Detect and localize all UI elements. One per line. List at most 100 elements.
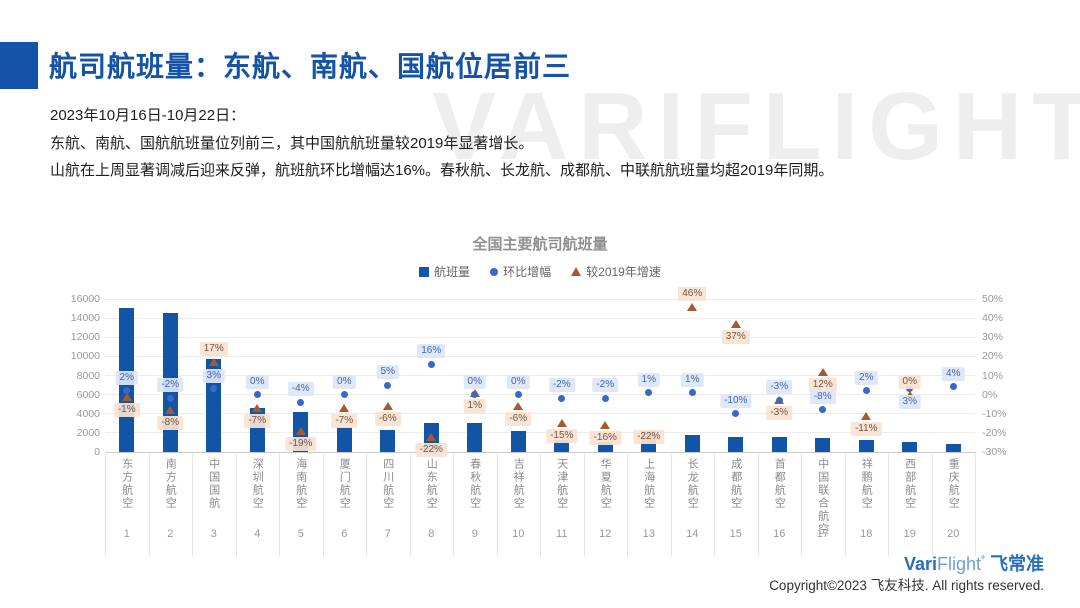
yoy-growth-label: -7% [244,414,271,428]
flights-bar [858,440,874,452]
yoy-growth-label: 46% [678,286,707,301]
gridline [105,375,975,376]
y-axis-tick-right: -30% [982,446,1007,458]
yoy-growth-label: -6% [374,412,401,427]
yoy-growth-label: -15% [546,429,578,444]
mom-growth-label: 0% [246,374,269,389]
y-axis-tick-right: -10% [982,407,1007,420]
triangle-legend-icon [571,267,582,276]
flights-bar [945,443,961,452]
y-axis-tick-left: 2000 [76,426,100,439]
gridline [105,336,975,338]
mom-dot-marker [732,410,740,418]
rank-label: 13 [642,528,655,540]
logo-degree-mark: ° [981,555,985,566]
mom-growth-label: 2% [855,370,878,385]
rank-label: 17 [816,528,829,540]
yoy-triangle-marker [382,402,393,411]
category-separator [801,452,802,556]
mom-growth-label: -10% [720,393,752,408]
category-label: 首都航空 [773,458,786,510]
legend-label-mom: 环比增幅 [503,265,552,279]
yoy-triangle-marker [339,404,350,412]
mom-dot-marker [384,381,392,389]
y-axis-tick-left: 10000 [70,350,100,363]
yoy-triangle-marker [252,404,263,412]
rank-label: 20 [947,528,960,540]
mom-dot-marker [340,391,348,399]
yoy-triangle-marker [513,402,524,411]
mom-growth-label: 0% [333,374,356,389]
flights-bar [902,441,918,452]
mom-dot-marker [123,387,131,395]
legend-label-yoy2019: 较2019年增速 [586,265,661,279]
yoy-triangle-marker [687,302,698,311]
mom-dot-marker [645,389,653,397]
mom-growth-label: -8% [809,389,836,404]
category-label: 天津航空 [555,458,568,510]
legend-item-mom[interactable]: 环比增幅 [490,263,551,280]
category-separator [931,452,933,556]
rank-label: 15 [729,528,742,540]
yoy-growth-label: -6% [505,412,532,427]
category-separator [235,452,237,556]
intro-line-date: 2023年10月16日-10月22日： [50,107,246,124]
category-label: 厦门航空 [338,458,351,510]
yoy-growth-label: -7% [331,414,358,428]
yoy-triangle-marker [208,358,219,367]
y-axis-tick-right: 0% [982,388,998,401]
mom-dot-marker [166,394,174,402]
mom-growth-label: -2% [592,378,619,393]
category-label: 四川航空 [381,458,394,510]
mom-dot-marker [775,396,783,404]
copyright-text: Copyright©2023 飞友科技. All rights reserved… [769,578,1044,593]
legend-item-yoy2019[interactable]: 较2019年增速 [571,263,661,280]
category-label: 山东航空 [425,458,438,510]
mom-growth-label: 3% [202,368,225,383]
mom-growth-label: -4% [287,382,314,397]
yoy-growth-label: -19% [285,436,317,451]
mom-growth-label: 1% [681,372,704,387]
flights-bar [771,437,787,452]
mom-dot-marker [862,387,870,395]
category-label: 中国联合航空 [816,458,829,536]
category-separator [409,452,411,556]
category-label: 上海航空 [642,458,655,510]
y-axis-tick-left: 0 [94,446,100,458]
mom-growth-label: 1% [637,372,660,387]
rank-label: 10 [512,528,525,540]
legend-item-flights[interactable]: 航班量 [419,263,470,280]
rank-label: 5 [297,528,304,540]
yoy-triangle-marker [295,426,306,435]
legend-label-flights: 航班量 [434,265,471,279]
yoy-growth-label: 17% [199,342,228,357]
yoy-triangle-marker [121,392,132,401]
category-label: 吉祥航空 [512,458,525,510]
category-label: 祥鹏航空 [860,458,873,510]
mom-growth-label: 3% [898,394,921,409]
yoy-growth-label: 1% [463,398,486,413]
y-axis-tick-right: -20% [982,426,1007,439]
flights-bar [380,430,396,452]
mom-growth-label: 0% [507,374,530,389]
category-separator [453,452,454,556]
rank-label: 11 [556,528,568,540]
yoy-growth-label: -11% [850,421,882,436]
category-separator [844,452,846,556]
intro-line-2: 山航在上周显著调减后迎来反弹，航班航环比增幅达16%。春秋航、长龙航、成都航、中… [50,162,834,179]
mom-dot-marker [688,389,696,397]
y-axis-tick-left: 16000 [70,293,100,305]
yoy-triangle-marker [861,411,872,420]
bar-legend-icon [419,266,430,277]
yoy-growth-label: -22% [633,429,665,444]
rank-label: 18 [860,528,873,540]
category-label: 华夏航空 [599,458,612,510]
category-separator [627,452,628,556]
flights-bar [336,427,352,452]
flights-bar [728,436,744,452]
mom-dot-marker [514,391,522,399]
gridline [105,298,975,300]
rank-label: 9 [471,528,478,540]
mom-dot-marker [253,391,261,399]
